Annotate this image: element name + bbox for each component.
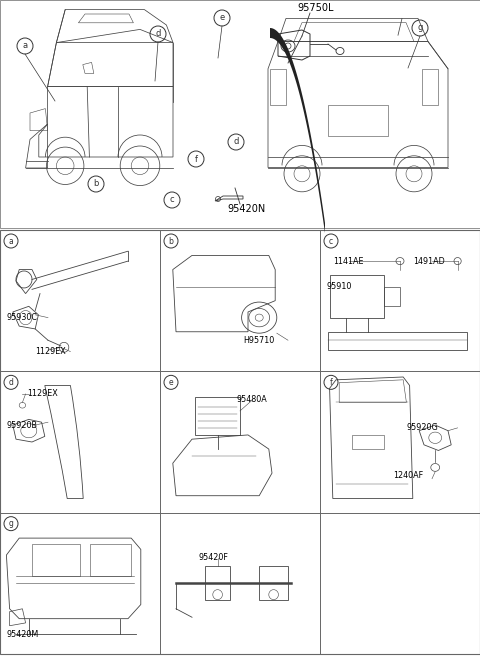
Bar (0, 0, 480, 228)
Text: f: f (194, 155, 197, 163)
Text: a: a (23, 41, 27, 51)
Text: d: d (233, 138, 239, 146)
Text: 1129EX: 1129EX (27, 390, 58, 398)
Text: d: d (156, 30, 161, 39)
Text: 95420N: 95420N (227, 204, 265, 214)
Bar (0, 230, 480, 654)
Text: H95710: H95710 (243, 336, 275, 345)
Text: 1240AF: 1240AF (394, 472, 424, 480)
Text: b: b (93, 180, 99, 188)
Text: c: c (329, 237, 333, 245)
Text: f: f (330, 378, 332, 387)
Text: 95920B: 95920B (6, 420, 37, 430)
Text: 95420M: 95420M (6, 630, 39, 639)
Text: e: e (219, 14, 225, 22)
Text: b: b (168, 237, 173, 245)
PathPatch shape (270, 28, 325, 233)
Text: 95920G: 95920G (407, 423, 438, 432)
Text: 95480A: 95480A (237, 395, 267, 404)
Text: d: d (9, 378, 13, 387)
Text: e: e (168, 378, 173, 387)
Text: 95910: 95910 (326, 282, 352, 291)
Text: 95930C: 95930C (6, 313, 37, 322)
Text: 95750L: 95750L (297, 3, 334, 13)
Text: 95420F: 95420F (198, 554, 228, 562)
Text: c: c (170, 195, 174, 205)
Text: a: a (9, 237, 13, 245)
Text: g: g (417, 24, 423, 33)
Text: 1491AD: 1491AD (413, 256, 444, 266)
Text: 1141AE: 1141AE (333, 256, 363, 266)
Text: 1129EX: 1129EX (35, 347, 66, 356)
Text: g: g (9, 519, 13, 528)
